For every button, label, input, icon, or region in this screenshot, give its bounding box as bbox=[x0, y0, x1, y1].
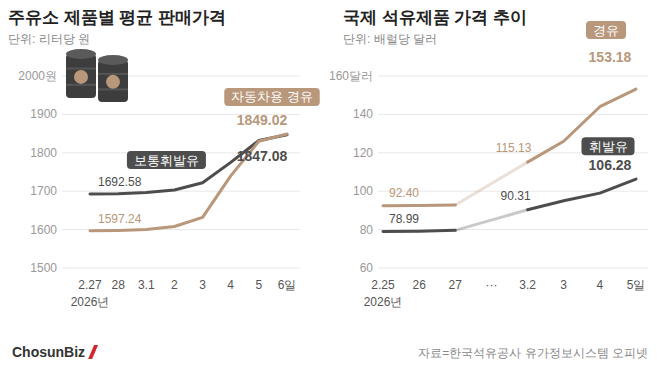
subtitle: 단위: 리터당 원 bbox=[8, 32, 90, 46]
series-line bbox=[383, 204, 455, 208]
barrel-drop bbox=[74, 70, 88, 84]
barrel-body bbox=[98, 60, 128, 102]
gap-bridge bbox=[455, 210, 527, 231]
barrel-drop bbox=[106, 75, 120, 89]
series-name-box: 휘발유 bbox=[582, 137, 635, 155]
source: 자료=한국석유공사 유가정보시스템 오피넷 bbox=[418, 346, 648, 360]
logo: ChosunBiz bbox=[12, 344, 85, 360]
series-name: 자동차용 경유 bbox=[231, 90, 312, 104]
data-label: 90.31 bbox=[501, 189, 531, 203]
grid-line bbox=[62, 268, 300, 269]
data-label: 115.13 bbox=[496, 141, 532, 155]
x-tick-label: 2 bbox=[171, 278, 178, 292]
x-year-label: 2026년 bbox=[71, 295, 110, 309]
footer: ChosunBiz 자료=한국석유공사 유가정보시스템 오피넷 bbox=[12, 344, 648, 360]
series-name-bg bbox=[582, 137, 635, 155]
barrel-ring bbox=[98, 73, 128, 75]
chart-1: 국제 석유제품 가격 추이단위: 배럴당 달러 60 80 100 120 140 160달… bbox=[329, 8, 648, 309]
data-label: 106.28 bbox=[589, 157, 632, 173]
subtitle: 단위: 배럴당 달러 bbox=[343, 32, 437, 46]
labels: 78.99 90.31 106.28 휘발유 92.40 115.13 153.18 경유 bbox=[389, 21, 635, 225]
y-tick-label: 100 bbox=[353, 184, 373, 198]
grid-line bbox=[378, 114, 648, 115]
y-tick-label: 140 bbox=[353, 107, 373, 121]
x-tick-label: 2.25 bbox=[371, 278, 395, 292]
barrel-ring bbox=[66, 68, 96, 70]
logo-accent bbox=[88, 345, 98, 359]
data-label: 1692.58 bbox=[98, 175, 142, 189]
y-tick-label: 1700 bbox=[30, 184, 57, 198]
data-label: 92.40 bbox=[389, 186, 419, 200]
y-tick-label: 120 bbox=[353, 146, 373, 160]
x-tick-label: 5일 bbox=[627, 278, 646, 292]
y-tick-label: 1500 bbox=[30, 261, 57, 275]
x-tick-label: 3 bbox=[560, 278, 567, 292]
series-line bbox=[383, 230, 455, 231]
series-name-bg bbox=[586, 21, 626, 39]
series-line bbox=[90, 134, 287, 231]
x-tick-label: 3.1 bbox=[138, 278, 155, 292]
x-tick-label: 3 bbox=[199, 278, 206, 292]
plot-area bbox=[383, 89, 636, 231]
chart-0: 주유소 제품별 평균 판매가격단위: 리터당 원 1500 1600 1700 1800… bbox=[8, 8, 320, 309]
y-tick-label: 1800 bbox=[30, 146, 57, 160]
barrel-ring bbox=[66, 84, 96, 86]
barrel-body bbox=[66, 54, 96, 98]
y-tick-label: 60 bbox=[360, 261, 374, 275]
y-tick-label: 160달러 bbox=[329, 69, 373, 83]
x-tick-label: 4 bbox=[227, 278, 234, 292]
x-tick-label: 26 bbox=[412, 278, 426, 292]
series-name: 경유 bbox=[593, 24, 619, 38]
grid-line bbox=[62, 76, 300, 77]
series-line bbox=[528, 179, 636, 210]
data-label: 78.99 bbox=[389, 212, 419, 226]
barrels-icon bbox=[66, 49, 128, 102]
x-tick-label: 4 bbox=[597, 278, 604, 292]
data-label: 153.18 bbox=[589, 49, 632, 65]
chart-root: 주유소 제품별 평균 판매가격단위: 리터당 원 1500 1600 1700 1800… bbox=[0, 0, 658, 368]
y-tick-label: 1600 bbox=[30, 223, 57, 237]
grid-line bbox=[62, 191, 300, 192]
series-line bbox=[528, 89, 636, 162]
x-tick-label: 3.2 bbox=[519, 278, 536, 292]
series-name-bg bbox=[127, 151, 206, 169]
series-name-box: 보통휘발유 bbox=[127, 151, 206, 169]
data-label: 1847.08 bbox=[237, 148, 288, 164]
y-tick-label: 1900 bbox=[30, 107, 57, 121]
x-tick-label: ··· bbox=[485, 278, 497, 292]
data-label: 1849.02 bbox=[237, 112, 288, 128]
x-tick-label: 2.27 bbox=[78, 278, 102, 292]
barrel-top bbox=[66, 49, 96, 59]
plot-area bbox=[90, 134, 287, 231]
x-tick-label: 28 bbox=[111, 278, 125, 292]
y-tick-label: 80 bbox=[360, 223, 374, 237]
labels: 1692.58 1847.08 보통휘발유 1597.24 1849.02 자동차용 경유 bbox=[98, 88, 320, 226]
lines bbox=[383, 89, 636, 231]
barrel-top bbox=[98, 55, 128, 65]
x-year-label: 2026년 bbox=[364, 295, 403, 309]
lines bbox=[90, 134, 287, 231]
grid-line bbox=[378, 76, 648, 77]
data-label: 1597.24 bbox=[98, 212, 142, 226]
x-tick-label: 5 bbox=[256, 278, 263, 292]
series-name: 휘발유 bbox=[589, 140, 628, 154]
x-tick-label: 6일 bbox=[278, 278, 297, 292]
grid-line bbox=[378, 268, 648, 269]
x-tick-label: 27 bbox=[449, 278, 463, 292]
series-name: 보통휘발유 bbox=[134, 154, 199, 168]
series-name-box: 경유 bbox=[586, 21, 626, 39]
y-tick-label: 2000원 bbox=[18, 69, 57, 83]
title: 국제 석유제품 가격 추이 bbox=[343, 8, 527, 27]
series-name-bg bbox=[224, 88, 319, 106]
series-name-box: 자동차용 경유 bbox=[224, 88, 319, 106]
title: 주유소 제품별 평균 판매가격 bbox=[8, 8, 226, 27]
